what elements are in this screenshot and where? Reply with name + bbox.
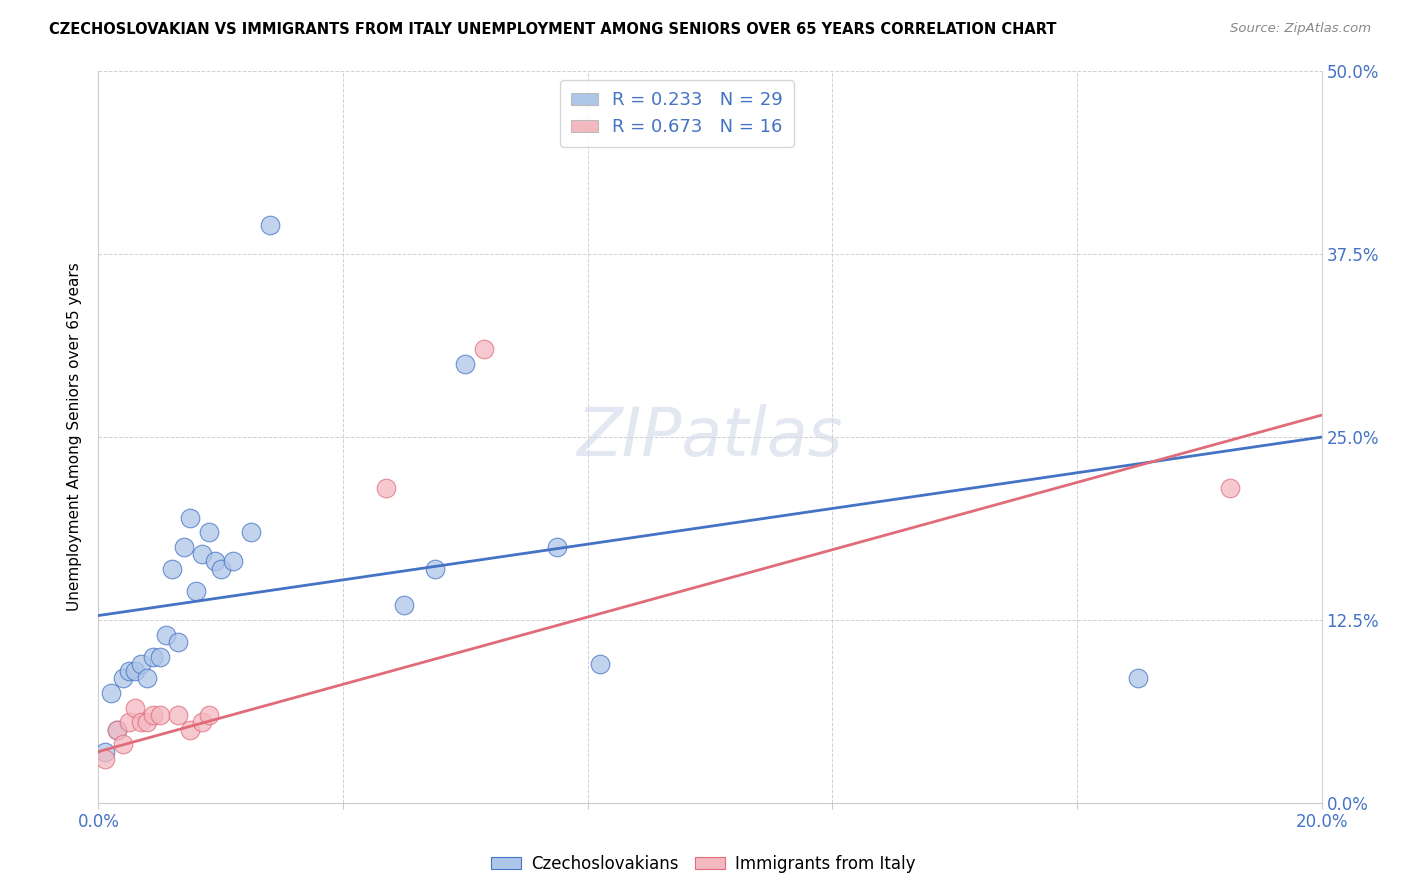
Point (100, 686, 122, 700)
Point (392, 599, 416, 613)
Point (1128, 672, 1150, 686)
Point (191, 715, 214, 730)
Point (1219, 481, 1241, 495)
Point (142, 708, 165, 723)
Point (93, 752, 115, 766)
Point (111, 672, 134, 686)
Point (472, 343, 495, 357)
Point (105, 723, 128, 737)
Point (173, 540, 195, 554)
Point (546, 540, 568, 554)
Point (129, 715, 152, 730)
Point (179, 723, 201, 737)
Point (124, 664, 146, 678)
Point (423, 562, 446, 576)
Point (204, 554, 226, 568)
Point (111, 737, 134, 751)
Point (149, 649, 172, 664)
Point (209, 562, 232, 576)
Y-axis label: Unemployment Among Seniors over 65 years: Unemployment Among Seniors over 65 years (67, 263, 83, 611)
Point (197, 708, 219, 723)
Legend: R = 0.233   N = 29, R = 0.673   N = 16: R = 0.233 N = 29, R = 0.673 N = 16 (560, 80, 794, 147)
Point (240, 525, 263, 540)
Point (118, 715, 141, 730)
Point (160, 562, 183, 576)
Text: ZIPatlas: ZIPatlas (576, 404, 844, 470)
Point (105, 723, 128, 737)
Point (186, 583, 208, 598)
Text: Source: ZipAtlas.com: Source: ZipAtlas.com (1230, 22, 1371, 36)
Point (454, 357, 477, 371)
Point (93, 745, 115, 759)
Point (259, 218, 281, 232)
Point (167, 708, 190, 723)
Point (142, 649, 165, 664)
Point (136, 672, 159, 686)
Point (136, 715, 159, 730)
Point (374, 481, 396, 495)
Point (129, 657, 152, 671)
Point (191, 547, 214, 561)
Legend: Czechoslovakians, Immigrants from Italy: Czechoslovakians, Immigrants from Italy (484, 848, 922, 880)
Point (124, 700, 146, 714)
Point (197, 525, 219, 540)
Point (149, 708, 172, 723)
Point (155, 627, 177, 641)
Text: CZECHOSLOVAKIAN VS IMMIGRANTS FROM ITALY UNEMPLOYMENT AMONG SENIORS OVER 65 YEAR: CZECHOSLOVAKIAN VS IMMIGRANTS FROM ITALY… (49, 22, 1057, 37)
Point (118, 664, 141, 678)
Point (179, 510, 201, 524)
Point (167, 635, 190, 649)
Point (222, 554, 245, 568)
Point (589, 657, 612, 671)
